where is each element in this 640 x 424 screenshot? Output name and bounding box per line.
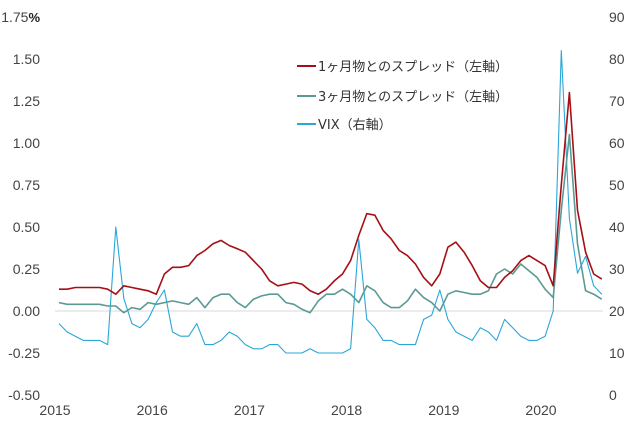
left-axis-unit: %: [28, 10, 40, 25]
left-axis-tick: 1.50: [13, 51, 40, 67]
right-axis-tick: 10: [609, 345, 625, 361]
x-axis-tick: 2019: [428, 402, 459, 418]
left-axis-tick: 0.25: [13, 261, 40, 277]
left-axis-tick: 0.75: [13, 177, 40, 193]
legend-label: 3ヶ月物とのスプレッド（左軸）: [318, 90, 508, 105]
right-axis-tick: 40: [609, 219, 625, 235]
legend-label: VIX（右軸）: [318, 118, 392, 133]
series-line-3: [58, 50, 603, 354]
left-axis-tick: 1.25: [13, 93, 40, 109]
left-axis-tick: 0.00: [13, 303, 40, 319]
left-axis-tick: -0.25: [8, 345, 40, 361]
legend-label: 1ヶ月物とのスプレッド（左軸）: [318, 60, 508, 75]
x-axis-tick: 2016: [137, 402, 168, 418]
right-axis-tick: 0: [609, 387, 617, 403]
left-axis-tick: 1.00: [13, 135, 40, 151]
right-axis-tick: 90: [609, 9, 625, 25]
left-axis-tick: 0.50: [13, 219, 40, 235]
x-axis-tick: 2020: [525, 402, 556, 418]
x-axis-tick: 2017: [234, 402, 265, 418]
right-axis-tick: 60: [609, 135, 625, 151]
right-axis-tick: 20: [609, 303, 625, 319]
left-axis-tick: 1.75%: [1, 9, 40, 25]
series-line-1: [59, 91, 603, 296]
x-axis-tick: 2018: [331, 402, 362, 418]
right-axis-tick: 80: [609, 51, 625, 67]
left-axis-tick: -0.50: [8, 387, 40, 403]
x-axis-tick: 2015: [39, 402, 70, 418]
right-axis-tick: 50: [609, 177, 625, 193]
right-axis-tick: 30: [609, 261, 625, 277]
series-line-2: [58, 133, 603, 314]
right-axis-tick: 70: [609, 93, 625, 109]
